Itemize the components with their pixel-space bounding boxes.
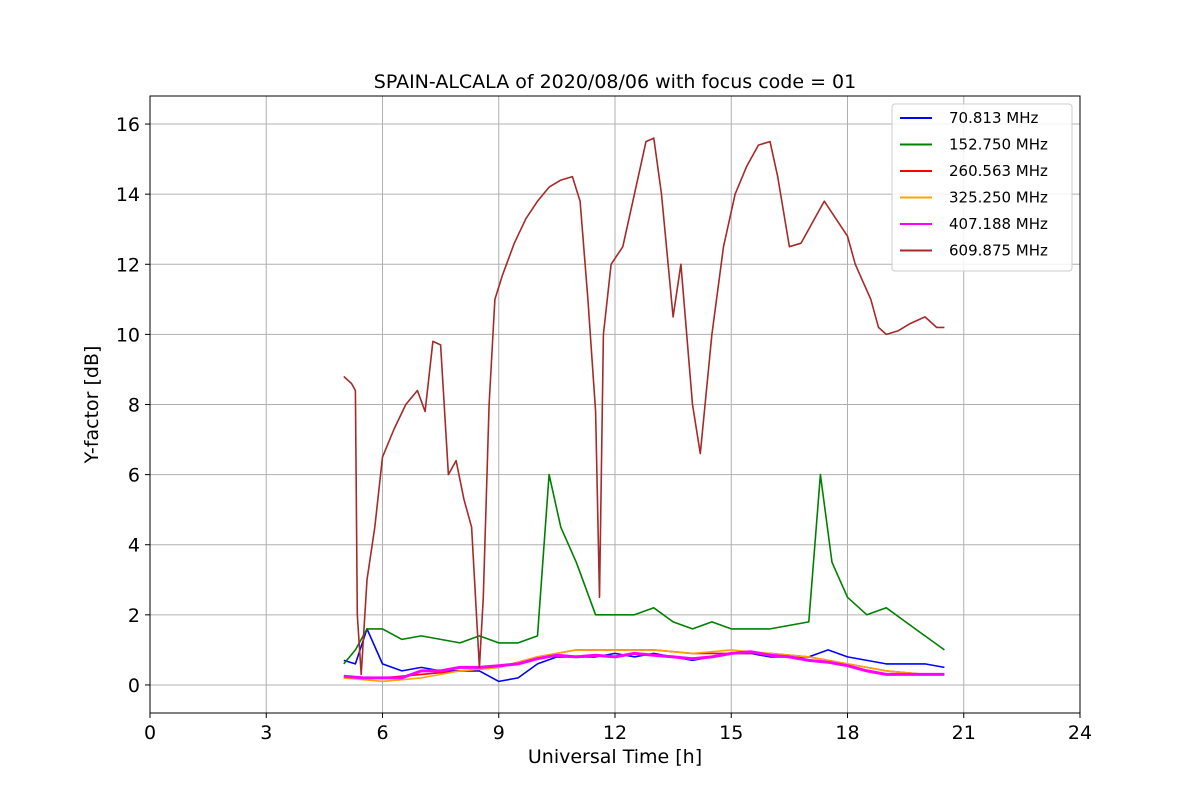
y-tick-label: 12 xyxy=(116,254,140,276)
legend-label: 70.813 MHz xyxy=(949,109,1038,127)
x-tick-label: 15 xyxy=(719,722,743,744)
y-tick-label: 16 xyxy=(116,114,140,136)
x-tick-label: 12 xyxy=(603,722,627,744)
series-line-6 xyxy=(343,137,945,676)
legend-label: 325.250 MHz xyxy=(949,189,1048,207)
x-tick-label: 24 xyxy=(1068,722,1092,744)
y-tick-label: 0 xyxy=(128,675,140,697)
series-line-1 xyxy=(343,628,945,683)
y-tick-label: 8 xyxy=(128,395,140,417)
series-line-2 xyxy=(343,473,945,665)
y-tick-label: 10 xyxy=(116,324,140,346)
x-tick-label: 9 xyxy=(493,722,505,744)
y-tick-label: 6 xyxy=(128,465,140,487)
x-axis-label: Universal Time [h] xyxy=(528,746,702,768)
chart-title: SPAIN-ALCALA of 2020/08/06 with focus co… xyxy=(374,71,856,93)
y-tick-label: 4 xyxy=(128,535,140,557)
x-tick-label: 3 xyxy=(260,722,272,744)
y-axis-label: Y-factor [dB] xyxy=(81,346,103,465)
x-tick-label: 6 xyxy=(376,722,388,744)
legend-label: 260.563 MHz xyxy=(949,162,1048,180)
y-tick-label: 14 xyxy=(116,184,140,206)
legend: 70.813 MHz 152.750 MHz 260.563 MHz 325.250 … xyxy=(891,103,1073,272)
plot-series-area xyxy=(343,137,945,683)
x-tick-label: 0 xyxy=(144,722,156,744)
x-tick-label: 18 xyxy=(835,722,859,744)
legend-box xyxy=(891,103,1073,272)
legend-label: 609.875 MHz xyxy=(949,242,1048,260)
legend-label: 152.750 MHz xyxy=(949,136,1048,154)
series-line-4 xyxy=(343,649,945,683)
series-line-5 xyxy=(343,650,945,680)
y-tick-label: 2 xyxy=(128,605,140,627)
legend-label: 407.188 MHz xyxy=(949,215,1048,233)
x-tick-label: 21 xyxy=(952,722,976,744)
